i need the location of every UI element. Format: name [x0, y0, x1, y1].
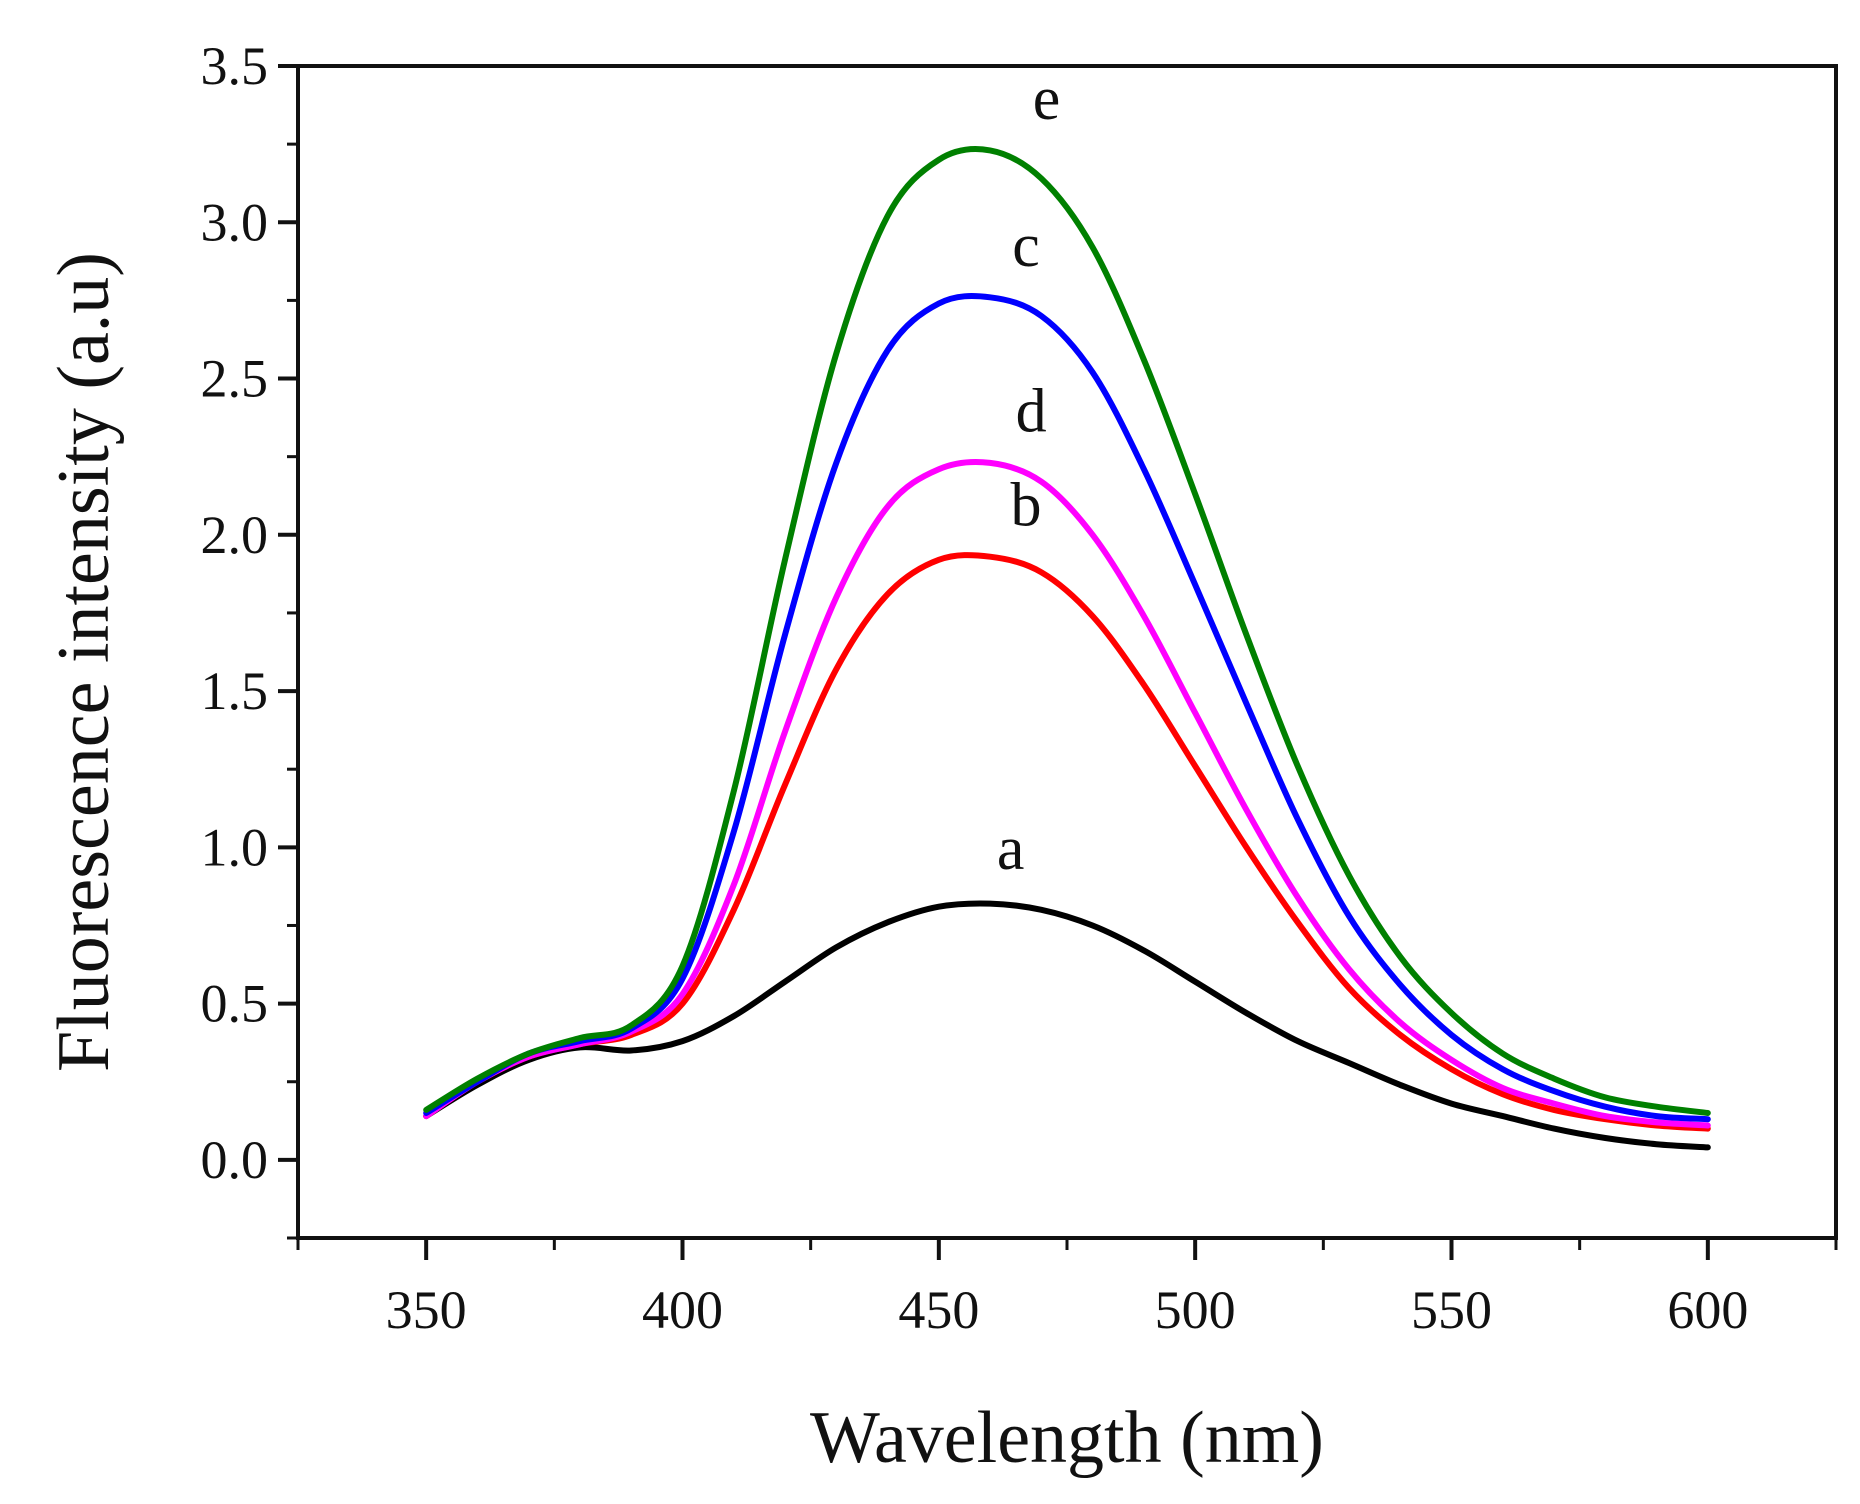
y-axis: 0.0 0.5 1.0 1.5 2.0 2.5 3.0 3.5 — [201, 36, 300, 1240]
y-tick-label: 3.5 — [201, 36, 269, 96]
y-tick-label: 0.0 — [201, 1130, 269, 1190]
y-tick-label: 1.0 — [201, 817, 269, 877]
curves-layer — [423, 146, 1711, 1151]
series-line-e — [423, 146, 1711, 1116]
curve-label-b: b — [1010, 471, 1041, 539]
x-tick-label: 400 — [642, 1280, 723, 1340]
curve-label-a: a — [997, 815, 1025, 883]
x-tick-label: 600 — [1667, 1280, 1748, 1340]
x-tick-label: 450 — [898, 1280, 979, 1340]
curve-label-c: c — [1012, 212, 1040, 280]
series-line-b — [423, 552, 1711, 1132]
x-axis: 350 400 450 500 550 600 — [296, 1236, 1838, 1340]
y-tick-label: 1.5 — [201, 661, 269, 721]
y-tick-label: 0.5 — [201, 974, 269, 1034]
series-line-c — [423, 293, 1711, 1123]
series-line-d — [423, 458, 1711, 1129]
curve-labels-layer: a b c d e — [997, 65, 1060, 883]
y-tick-label: 3.0 — [201, 192, 269, 252]
series-line-a — [423, 900, 1711, 1151]
x-tick-label: 350 — [386, 1280, 467, 1340]
x-tick-label: 500 — [1155, 1280, 1236, 1340]
x-axis-title: Wavelength (nm) — [810, 1397, 1324, 1479]
curve-label-e: e — [1033, 65, 1061, 133]
y-tick-label: 2.0 — [201, 505, 269, 565]
curve-label-d: d — [1016, 378, 1047, 446]
y-axis-title: Fluorescence intensity (a.u) — [43, 252, 125, 1072]
x-tick-label: 550 — [1411, 1280, 1492, 1340]
y-tick-label: 2.5 — [201, 349, 269, 409]
